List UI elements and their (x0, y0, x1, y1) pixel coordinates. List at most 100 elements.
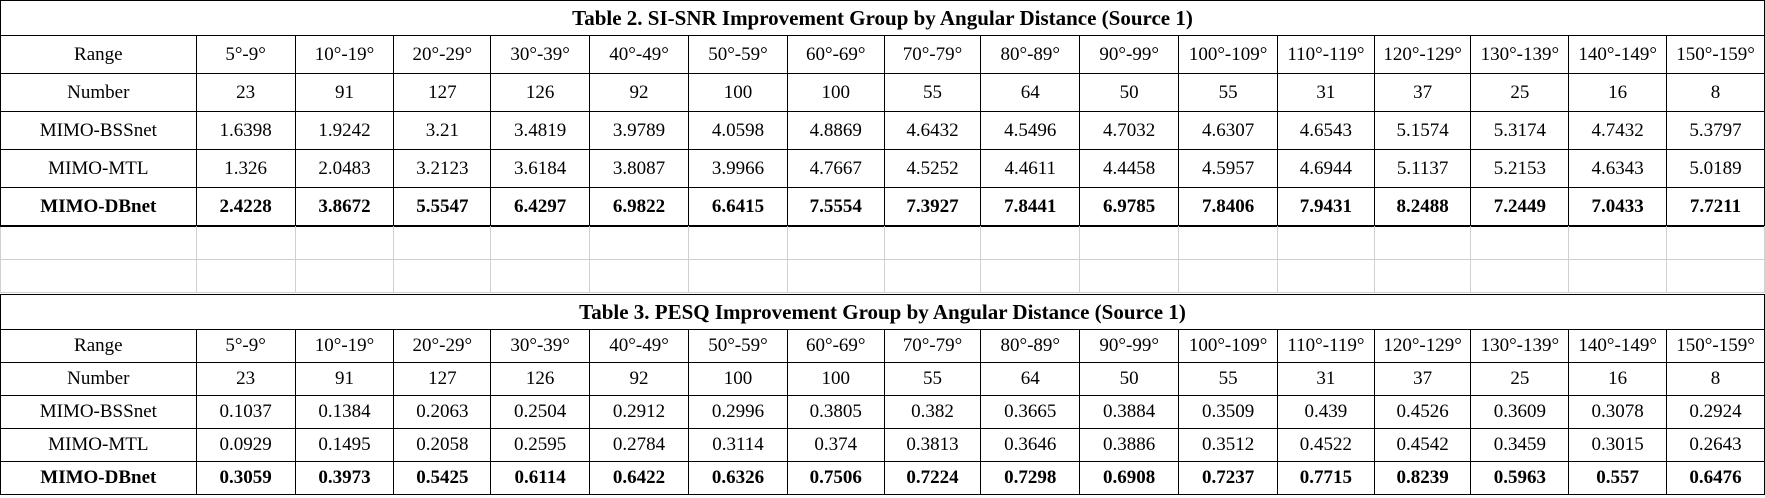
table-cell[interactable]: 16 (1568, 73, 1668, 112)
table-cell[interactable]: 64 (980, 362, 1081, 396)
table-cell[interactable]: 0.2063 (393, 395, 492, 429)
table-cell[interactable]: 0.2784 (589, 428, 689, 462)
table-cell[interactable]: 0.6908 (1079, 461, 1180, 495)
empty-cell[interactable] (1470, 226, 1570, 260)
empty-cell[interactable] (0, 226, 197, 260)
table-cell[interactable]: 31 (1277, 362, 1375, 396)
table-cell[interactable]: 0.374 (786, 428, 885, 462)
table-cell[interactable]: 8 (1666, 362, 1765, 396)
empty-cell[interactable] (1079, 226, 1180, 260)
table-cell[interactable]: 3.4819 (490, 111, 591, 150)
table-cell[interactable]: 0.1495 (294, 428, 395, 462)
table-cell[interactable]: 5.1574 (1373, 111, 1472, 150)
table-cell[interactable]: 4.5957 (1178, 149, 1279, 188)
table-cell[interactable]: 0.439 (1277, 395, 1375, 429)
empty-cell[interactable] (490, 259, 591, 293)
table-cell[interactable]: 0.5425 (393, 461, 492, 495)
table-cell[interactable]: 0.3886 (1079, 428, 1180, 462)
table-cell[interactable]: 0.3114 (688, 428, 788, 462)
table-cell[interactable]: 4.6343 (1568, 149, 1668, 188)
table-cell[interactable]: 7.3927 (883, 187, 982, 226)
table-cell[interactable]: 0.2504 (490, 395, 591, 429)
table-cell[interactable]: 50°-59° (688, 329, 788, 363)
table-cell[interactable]: 4.7432 (1568, 111, 1668, 150)
table-cell[interactable]: 5.0189 (1666, 149, 1765, 188)
table-cell[interactable]: 70°-79° (883, 35, 982, 74)
table-cell[interactable]: 0.3665 (980, 395, 1081, 429)
table-cell[interactable]: 20°-29° (393, 329, 492, 363)
table-cell[interactable]: 25 (1470, 73, 1570, 112)
table-cell[interactable]: 120°-129° (1373, 329, 1472, 363)
table-cell[interactable]: 0.7224 (883, 461, 982, 495)
empty-cell[interactable] (883, 259, 982, 293)
table-cell[interactable]: 5.3174 (1470, 111, 1570, 150)
table-cell[interactable]: 4.5496 (980, 111, 1081, 150)
table-cell[interactable]: 6.9785 (1079, 187, 1180, 226)
table-cell[interactable]: 40°-49° (589, 35, 689, 74)
table-cell[interactable]: 55 (883, 362, 982, 396)
table-cell[interactable]: 40°-49° (589, 329, 689, 363)
table-cell[interactable]: 0.4542 (1373, 428, 1472, 462)
table-cell[interactable]: 0.2643 (1666, 428, 1765, 462)
table-cell[interactable]: 126 (490, 73, 591, 112)
table-cell[interactable]: 5.3797 (1666, 111, 1765, 150)
table-cell[interactable]: 150°-159° (1666, 35, 1765, 74)
empty-cell[interactable] (294, 226, 395, 260)
table-cell[interactable]: 90°-99° (1079, 35, 1180, 74)
table-cell[interactable]: 0.3015 (1568, 428, 1668, 462)
table-cell[interactable]: 0.3813 (883, 428, 982, 462)
table-cell[interactable]: 64 (980, 73, 1081, 112)
table-cell[interactable]: 5.1137 (1373, 149, 1472, 188)
row-label[interactable]: MIMO-MTL (0, 149, 197, 188)
table-cell[interactable]: 2.4228 (195, 187, 296, 226)
table-cell[interactable]: 0.557 (1568, 461, 1668, 495)
table-cell[interactable]: 0.4522 (1277, 428, 1375, 462)
table-cell[interactable]: 3.8672 (294, 187, 395, 226)
table-cell[interactable]: 6.4297 (490, 187, 591, 226)
table-cell[interactable]: 140°-149° (1568, 35, 1668, 74)
table-cell[interactable]: 10°-19° (294, 329, 395, 363)
table-cell[interactable]: 8.2488 (1373, 187, 1472, 226)
row-label[interactable]: Range (0, 329, 197, 363)
table-cell[interactable]: 100°-109° (1178, 329, 1279, 363)
table-cell[interactable]: 0.382 (883, 395, 982, 429)
table-cell[interactable]: 4.4611 (980, 149, 1081, 188)
empty-cell[interactable] (1277, 259, 1375, 293)
table-cell[interactable]: 90°-99° (1079, 329, 1180, 363)
table-cell[interactable]: 3.6184 (490, 149, 591, 188)
table-cell[interactable]: 110°-119° (1277, 329, 1375, 363)
table-cell[interactable]: 50 (1079, 73, 1180, 112)
table-cell[interactable]: 4.7667 (786, 149, 885, 188)
table-cell[interactable]: 130°-139° (1470, 329, 1570, 363)
table-cell[interactable]: 4.6432 (883, 111, 982, 150)
table-cell[interactable]: 0.2595 (490, 428, 591, 462)
empty-cell[interactable] (1568, 226, 1668, 260)
table-cell[interactable]: 4.4458 (1079, 149, 1180, 188)
table-cell[interactable]: 60°-69° (786, 329, 885, 363)
table-cell[interactable]: 100 (688, 362, 788, 396)
table-cell[interactable]: 3.8087 (589, 149, 689, 188)
table-cell[interactable]: 5.5547 (393, 187, 492, 226)
table-cell[interactable]: 60°-69° (786, 35, 885, 74)
table-cell[interactable]: 130°-139° (1470, 35, 1570, 74)
row-label[interactable]: MIMO-MTL (0, 428, 197, 462)
table-cell[interactable]: 4.5252 (883, 149, 982, 188)
table-cell[interactable]: 7.0433 (1568, 187, 1668, 226)
table-cell[interactable]: 80°-89° (980, 329, 1081, 363)
empty-cell[interactable] (786, 259, 885, 293)
table-cell[interactable]: 91 (294, 73, 395, 112)
table-cell[interactable]: 7.7211 (1666, 187, 1765, 226)
table-cell[interactable]: 100 (786, 73, 885, 112)
table-cell[interactable]: 0.1384 (294, 395, 395, 429)
empty-cell[interactable] (195, 259, 296, 293)
table-cell[interactable]: 0.3805 (786, 395, 885, 429)
table-cell[interactable]: 0.2058 (393, 428, 492, 462)
empty-cell[interactable] (786, 226, 885, 260)
table-cell[interactable]: 31 (1277, 73, 1375, 112)
table-cell[interactable]: 3.9966 (688, 149, 788, 188)
table-cell[interactable]: 7.2449 (1470, 187, 1570, 226)
table-cell[interactable]: 4.6944 (1277, 149, 1375, 188)
table-cell[interactable]: 0.3973 (294, 461, 395, 495)
table-cell[interactable]: 100°-109° (1178, 35, 1279, 74)
table-cell[interactable]: 0.2912 (589, 395, 689, 429)
